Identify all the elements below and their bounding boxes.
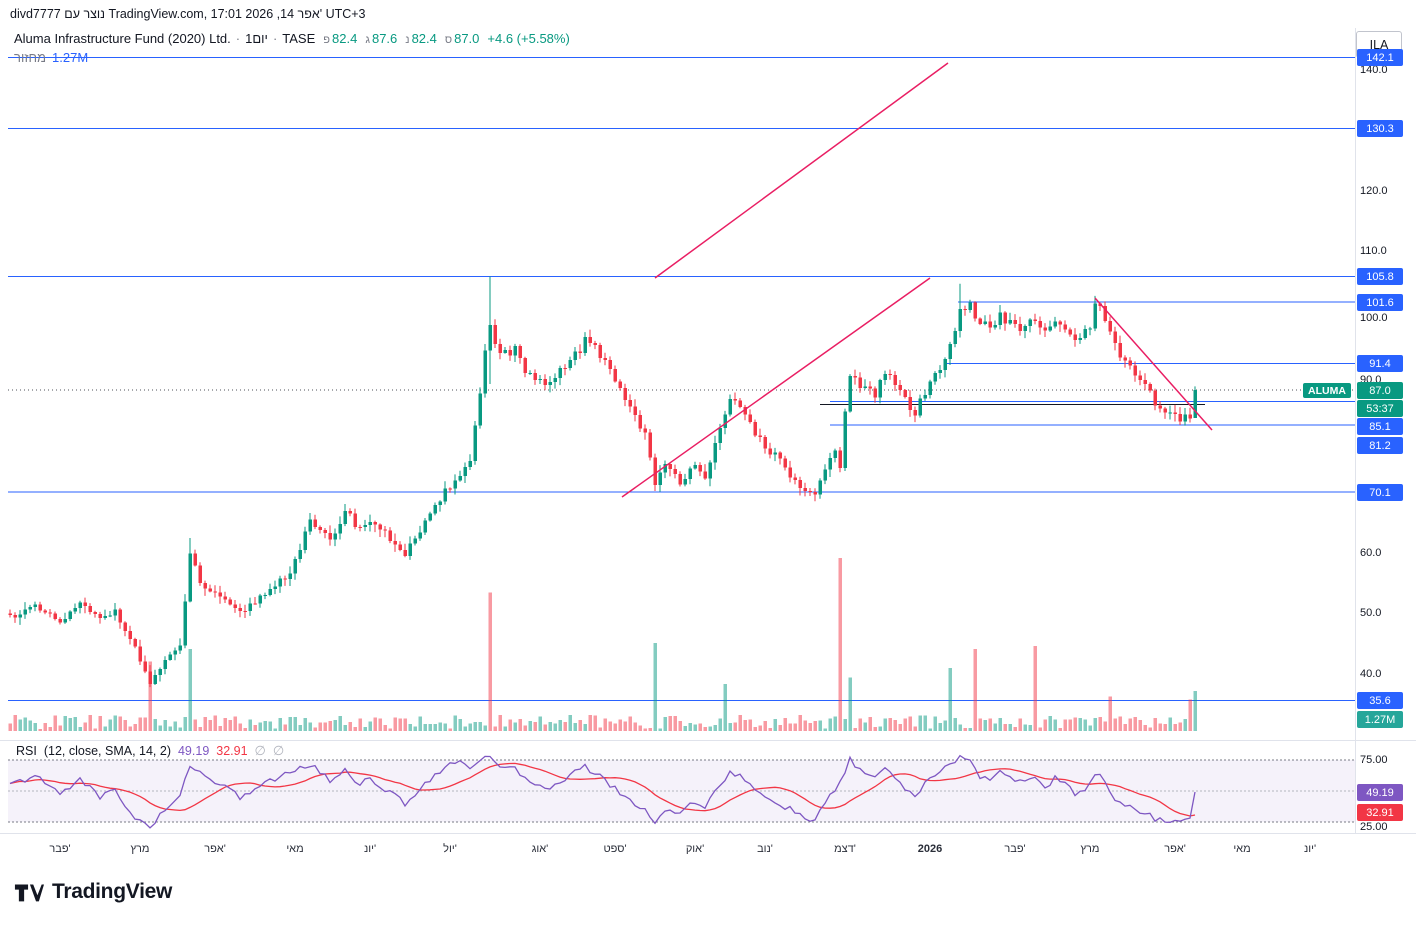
time-tick: אפר' <box>204 843 226 855</box>
last-price-badge: 87.0 <box>1357 382 1403 399</box>
volume-axis-badge: 1.27M <box>1357 711 1403 728</box>
tradingview-logo[interactable]: TradingView <box>14 880 172 904</box>
rsi-sma-axis-badge: 32.91 <box>1357 804 1403 821</box>
time-tick: 2026 <box>917 843 943 855</box>
open-label: פ <box>323 34 330 46</box>
price-level-badge: 142.1 <box>1357 49 1403 66</box>
volume-label: מחזור <box>14 50 47 65</box>
symbol-legend: Aluma Infrastructure Fund (2020) Ltd. · … <box>14 31 570 65</box>
time-tick: יונ' <box>363 843 377 855</box>
time-tick: דצמ' <box>834 843 856 855</box>
time-tick: אוק' <box>685 843 705 855</box>
change-value: +4.6 (+5.58%) <box>487 31 570 46</box>
volume-bars <box>8 557 1197 731</box>
price-tick: 100.0 <box>1360 312 1388 324</box>
time-tick: יונ' <box>1303 843 1317 855</box>
trend-lines[interactable] <box>621 62 1213 498</box>
rsi-current-value: 49.19 <box>177 744 210 758</box>
close-value: 87.0 <box>454 31 480 46</box>
price-level-badge: 81.2 <box>1357 437 1403 454</box>
price-level-badge: 85.1 <box>1357 418 1403 435</box>
legend-row-volume: מחזור 1.27M <box>14 50 570 65</box>
low-label: נ <box>405 34 410 46</box>
price-tick: 50.0 <box>1360 607 1382 619</box>
rsi-pane <box>8 754 1356 829</box>
time-tick: מאי <box>1233 843 1251 855</box>
time-tick: פבר' <box>1004 843 1026 855</box>
price-level-badge: 105.8 <box>1357 268 1403 285</box>
interval-label[interactable]: 1יום <box>245 31 268 46</box>
hide-indicator-icon[interactable]: ∅ <box>272 743 285 758</box>
high-label: ג <box>365 34 370 46</box>
rsi-params: (12, close, SMA, 14, 2) <box>43 744 171 758</box>
price-tick: 140.0 <box>1360 64 1388 76</box>
time-tick: פבר' <box>49 843 71 855</box>
time-tick: אפר' <box>1164 843 1186 855</box>
price-level-badge: 101.6 <box>1357 294 1403 311</box>
exchange-label: TASE <box>282 31 316 46</box>
level-lines[interactable] <box>8 56 1356 701</box>
rsi-tick: 25.00 <box>1360 821 1388 833</box>
legend-separator: · <box>272 31 278 46</box>
rsi-line <box>9 754 1196 829</box>
price-level-badge: 35.6 <box>1357 692 1403 709</box>
symbol-price-tag: ALUMA <box>1303 383 1351 398</box>
price-level-badge: 70.1 <box>1357 484 1403 501</box>
candles <box>8 276 1197 688</box>
rsi-sma-line <box>9 762 1196 817</box>
time-tick: נוב' <box>757 843 773 855</box>
symbol-title[interactable]: Aluma Infrastructure Fund (2020) Ltd. <box>14 31 231 46</box>
price-level-badge: 91.4 <box>1357 355 1403 372</box>
time-tick: יול' <box>443 843 457 855</box>
price-level-badge: 130.3 <box>1357 120 1403 137</box>
high-value: 87.6 <box>371 31 398 46</box>
time-tick: אוג' <box>531 843 549 855</box>
rsi-title[interactable]: RSI <box>16 744 37 758</box>
time-tick: מרץ <box>130 843 150 855</box>
legend-row-main: Aluma Infrastructure Fund (2020) Ltd. · … <box>14 31 570 46</box>
time-tick: מאי <box>286 843 304 855</box>
volume-value: 1.27M <box>52 50 89 65</box>
hide-indicator-icon[interactable]: ∅ <box>254 743 266 758</box>
rsi-legend: RSI (12, close, SMA, 14, 2) 49.19 32.91 … <box>16 743 284 759</box>
tradingview-logo-icon <box>14 884 44 902</box>
close-label: ס <box>444 34 453 46</box>
tradingview-logo-text: TradingView <box>52 880 173 903</box>
time-tick: ספט' <box>603 843 627 855</box>
rsi-tick: 75.00 <box>1360 754 1388 766</box>
bar-countdown-badge: 53:37 <box>1357 400 1403 417</box>
price-tick: 40.0 <box>1360 668 1382 680</box>
attribution-text: divd7777 נוצר עם TradingView.com, 17:01 … <box>10 7 366 21</box>
rsi-axis-badge: 49.19 <box>1357 784 1403 801</box>
low-value: 82.4 <box>411 31 437 46</box>
price-tick: 60.0 <box>1360 547 1382 559</box>
price-tick: 110.0 <box>1360 245 1387 257</box>
time-tick: מרץ <box>1080 843 1100 855</box>
price-tick: 120.0 <box>1360 185 1388 197</box>
open-value: 82.4 <box>332 31 358 46</box>
rsi-sma-value: 32.91 <box>216 744 248 758</box>
legend-separator: · <box>235 31 241 46</box>
